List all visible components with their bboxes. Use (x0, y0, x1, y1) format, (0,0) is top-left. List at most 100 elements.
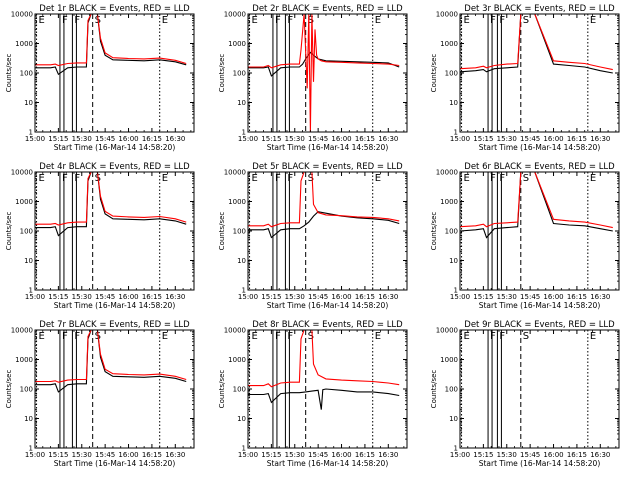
panel-title: Det 6r BLACK = Events, RED = LLD (464, 162, 615, 172)
y-tick-label: 1 (242, 287, 246, 295)
flag-label: E (590, 15, 596, 26)
flag-label: F (490, 173, 496, 184)
x-tick-label: 16:15 (355, 135, 375, 143)
y-tick-label: 10000 (436, 11, 458, 19)
y-axis-label: Counts/sec (218, 370, 226, 409)
x-tick-label: 16:00 (543, 135, 563, 143)
y-tick-label: 1 (454, 287, 458, 295)
y-tick-label: 10 (449, 257, 458, 265)
flag-label: F (287, 173, 293, 184)
y-axis-label: Counts/sec (430, 212, 438, 251)
flag-label: F (62, 173, 68, 184)
x-tick-label: 15:30 (285, 135, 305, 143)
x-tick-label: 15:00 (238, 451, 258, 459)
x-tick-label: 15:15 (261, 135, 281, 143)
x-tick-label: 15:45 (520, 293, 540, 301)
flag-label: F (275, 331, 281, 342)
x-tick-label: 15:45 (95, 293, 115, 301)
x-tick-label: 15:45 (520, 451, 540, 459)
x-tick-label: 15:45 (308, 451, 328, 459)
flag-label: F (499, 331, 505, 342)
y-tick-label: 10 (449, 415, 458, 423)
flag-label: E (162, 173, 168, 184)
x-axis-label: Start Time (16-Mar-14 14:58:20) (267, 459, 389, 468)
flag-label: E (252, 15, 258, 26)
flag-label: E (39, 15, 45, 26)
x-tick-label: 16:30 (165, 451, 185, 459)
x-tick-label: 15:45 (95, 451, 115, 459)
x-tick-label: 15:15 (48, 135, 68, 143)
series-line-lld (248, 14, 400, 132)
y-axis-label: Counts/sec (430, 54, 438, 93)
flag-label: E (39, 173, 45, 184)
x-axis-label: Start Time (16-Mar-14 14:58:20) (479, 143, 601, 152)
flag-markers (461, 172, 589, 290)
y-tick-label: 10000 (224, 169, 246, 177)
y-tick-label: 100 (20, 70, 33, 78)
x-tick-label: 15:00 (25, 451, 45, 459)
flag-label: E (464, 331, 470, 342)
x-tick-label: 16:30 (378, 451, 398, 459)
x-tick-label: 16:00 (543, 293, 563, 301)
y-axis-label: Counts/sec (218, 212, 226, 251)
plot-frame (459, 329, 620, 449)
x-tick-label: 15:30 (285, 451, 305, 459)
y-tick-label: 1000 (440, 356, 458, 364)
y-tick-label: 10 (237, 415, 246, 423)
x-tick-label: 15:30 (285, 293, 305, 301)
y-axis-label: Counts/sec (5, 212, 13, 251)
y-tick-label: 10000 (11, 169, 33, 177)
y-tick-label: 10000 (11, 11, 33, 19)
x-tick-label: 15:00 (450, 451, 470, 459)
panel-title: Det 1r BLACK = Events, RED = LLD (39, 4, 190, 14)
flag-label: E (375, 331, 381, 342)
x-tick-label: 15:15 (48, 293, 68, 301)
series-line-lld (460, 14, 613, 71)
flag-markers (249, 330, 374, 448)
y-tick-label: 1 (454, 445, 458, 453)
x-tick-label: 15:15 (473, 293, 493, 301)
x-axis-label: Start Time (16-Mar-14 14:58:20) (54, 459, 176, 468)
flag-markers (461, 330, 589, 448)
x-tick-label: 15:30 (497, 135, 517, 143)
plot-frame (34, 13, 195, 133)
x-axis-label: Start Time (16-Mar-14 14:58:20) (267, 301, 389, 310)
y-tick-label: 1 (29, 129, 33, 137)
flag-label: F (287, 15, 293, 26)
y-axis-label: Counts/sec (5, 54, 13, 93)
x-tick-label: 15:00 (25, 135, 45, 143)
flag-label: F (287, 331, 293, 342)
flag-label: E (590, 331, 596, 342)
y-tick-label: 10 (24, 99, 33, 107)
y-tick-label: 10 (24, 415, 33, 423)
flag-label: F (62, 15, 68, 26)
series-line-events (460, 172, 613, 239)
x-axis-label: Start Time (16-Mar-14 14:58:20) (267, 143, 389, 152)
flag-markers (36, 330, 161, 448)
x-tick-label: 16:30 (590, 135, 610, 143)
plot-frame (247, 171, 408, 291)
series-line-events (248, 388, 400, 410)
y-tick-label: 1 (29, 287, 33, 295)
x-tick-label: 15:45 (95, 135, 115, 143)
x-tick-label: 15:30 (72, 451, 92, 459)
flag-label: E (162, 15, 168, 26)
flag-label: E (252, 173, 258, 184)
y-tick-label: 10 (237, 257, 246, 265)
flag-label: F (62, 331, 68, 342)
y-tick-label: 1000 (228, 40, 246, 48)
y-tick-label: 100 (445, 228, 458, 236)
x-tick-label: 16:15 (142, 135, 162, 143)
x-tick-label: 16:30 (590, 293, 610, 301)
flag-label: S (308, 173, 314, 184)
x-tick-label: 15:00 (25, 293, 45, 301)
plot-frame (247, 13, 408, 133)
x-axis-label: Start Time (16-Mar-14 14:58:20) (54, 301, 176, 310)
y-tick-label: 1 (242, 445, 246, 453)
plot-frame (34, 329, 195, 449)
x-tick-label: 15:45 (308, 293, 328, 301)
